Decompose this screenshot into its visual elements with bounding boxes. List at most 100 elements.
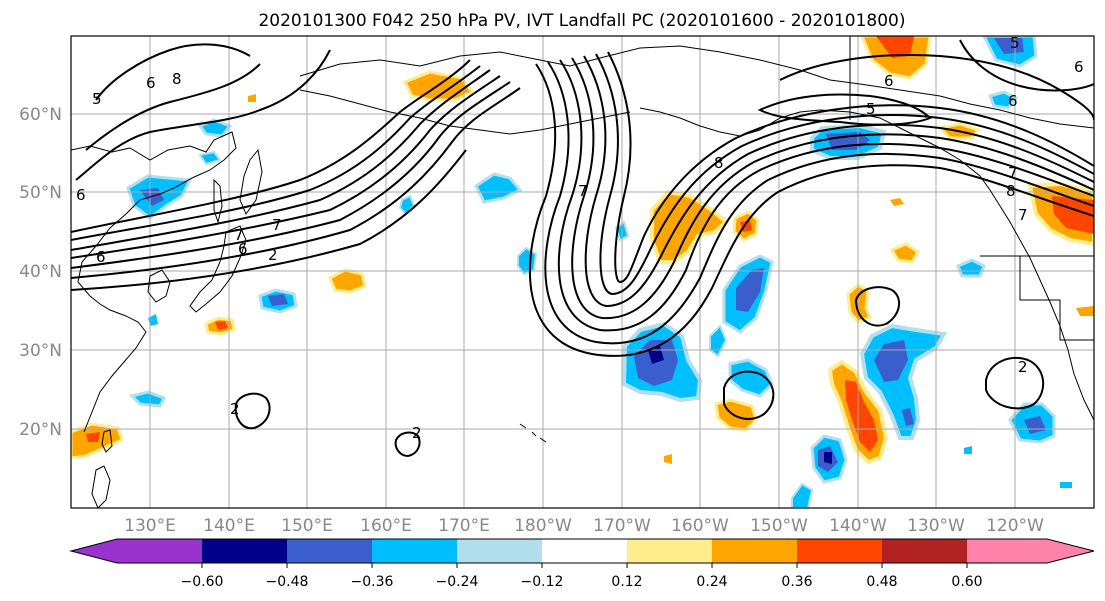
shading-patch	[517, 246, 538, 276]
contour-line	[544, 61, 1094, 345]
contour-lines	[71, 39, 1094, 458]
lat-label-20n: 20°N	[19, 420, 62, 440]
contour-line	[607, 51, 1094, 284]
coastline-north	[299, 45, 1094, 129]
contour-line	[71, 81, 511, 269]
colorbar-tick-labels: −0.60 −0.48 −0.36 −0.24 −0.12 0.12 0.24 …	[181, 574, 983, 590]
contour-label: 6	[238, 240, 248, 258]
colorbar-tick-label: 0.36	[781, 574, 812, 590]
figure-title: 2020101300 F042 250 hPa PV, IVT Landfall…	[258, 11, 905, 31]
lon-label-170w: 170°W	[593, 516, 651, 536]
contour-label: 5	[866, 100, 876, 118]
contour-line	[71, 59, 471, 233]
contour-label: 8	[172, 70, 182, 88]
map-frame	[70, 35, 1095, 509]
colorbar-tick-label: 0.24	[696, 574, 727, 590]
colorbar-segment	[202, 539, 287, 563]
colorbar: −0.60 −0.48 −0.36 −0.24 −0.12 0.12 0.24 …	[69, 538, 1095, 590]
contour-line	[71, 149, 467, 291]
positive-shading	[71, 36, 1094, 465]
map-panel: 5 6 8 6 6 7 7 6 2 7 8 6 5 6 5 6 8 7 7 2	[19, 34, 1095, 536]
contour-label: 7	[234, 226, 244, 244]
colorbar-segment	[287, 539, 372, 563]
contour-label: 6	[146, 74, 156, 92]
contour-line	[71, 65, 481, 241]
map-background	[71, 36, 1094, 508]
contour-line	[71, 75, 501, 259]
lon-label-180w: 180°W	[514, 516, 572, 536]
colorbar-tick-label: −0.36	[351, 574, 394, 590]
contour-line	[394, 431, 421, 458]
colorbar-segment	[542, 539, 627, 563]
contour-label: 6	[96, 248, 106, 266]
lon-label-130w: 130°W	[907, 516, 965, 536]
contour-label: 8	[714, 154, 724, 172]
shading-patch	[987, 90, 1019, 110]
shading-patch	[474, 172, 523, 204]
contour-line	[71, 69, 491, 251]
shading-patch	[791, 482, 814, 508]
contour-line	[583, 55, 1094, 308]
contour-label: 6	[884, 72, 894, 90]
contour-line	[757, 93, 932, 126]
shading-patch	[129, 390, 167, 408]
contour-label: 2	[412, 424, 422, 442]
shading-patch	[846, 283, 872, 324]
shading-patch	[994, 38, 1024, 54]
coastline-taiwan	[101, 429, 113, 453]
contour-label: 7	[272, 216, 282, 234]
contour-label: 5	[1010, 34, 1020, 52]
contour-line	[85, 63, 261, 151]
shading-patch	[890, 198, 904, 206]
shading-patch	[86, 432, 100, 442]
lon-label-160w: 160°W	[671, 516, 729, 536]
contour-line	[595, 53, 1094, 296]
contour-label: 2	[230, 400, 240, 418]
colorbar-segment	[372, 539, 457, 563]
colorbar-segment	[882, 539, 967, 563]
colorbar-segment	[712, 539, 797, 563]
colorbar-segment	[117, 539, 202, 563]
coastline-philippines	[91, 465, 111, 508]
longitude-labels: 130°E 140°E 150°E 160°E 170°E 180°W 170°…	[124, 516, 1044, 536]
colorbar-segment	[797, 539, 882, 563]
colorbar-tick-label: −0.48	[266, 574, 309, 590]
latitude-labels: 60°N 50°N 40°N 30°N 20°N	[19, 105, 62, 440]
shading-patch	[248, 94, 256, 102]
shading-patch	[664, 454, 672, 464]
coastline-sakhalin	[213, 178, 223, 224]
colorbar-outline	[69, 538, 1095, 564]
colorbar-segment	[457, 539, 542, 563]
contour-label: 8	[1006, 182, 1016, 200]
shading-patch	[736, 268, 764, 312]
shading-patch	[964, 446, 972, 454]
border-states	[1019, 256, 1094, 341]
shading-patch	[215, 321, 228, 330]
contour-line	[95, 43, 251, 101]
colorbar-segment	[967, 539, 1047, 563]
contour-label: 2	[1018, 358, 1028, 376]
coastline-kamchatka	[239, 148, 263, 216]
contour-label: 7	[1018, 206, 1028, 224]
lon-label-140e: 140°E	[203, 516, 255, 536]
gridlines	[71, 36, 1094, 508]
colorbar-tick-label: −0.12	[521, 574, 564, 590]
lat-label-40n: 40°N	[19, 262, 62, 282]
contour-label: 6	[1008, 92, 1018, 110]
contour-line	[571, 57, 1094, 320]
coastline-asia	[71, 131, 237, 433]
contour-line	[528, 63, 1094, 357]
shading-patch	[1060, 482, 1072, 488]
lon-label-120w: 120°W	[986, 516, 1044, 536]
contour-label: 7	[578, 182, 588, 200]
shading-patch	[876, 36, 914, 58]
lat-label-30n: 30°N	[19, 341, 62, 361]
lon-label-150e: 150°E	[281, 516, 333, 536]
lat-label-50n: 50°N	[19, 183, 62, 203]
colorbar-tick-label: 0.48	[866, 574, 897, 590]
colorbar-tick-label: 0.12	[611, 574, 642, 590]
coastline-korea	[147, 269, 171, 303]
shading-patch	[709, 324, 728, 358]
contour-label: 7	[1008, 164, 1018, 182]
